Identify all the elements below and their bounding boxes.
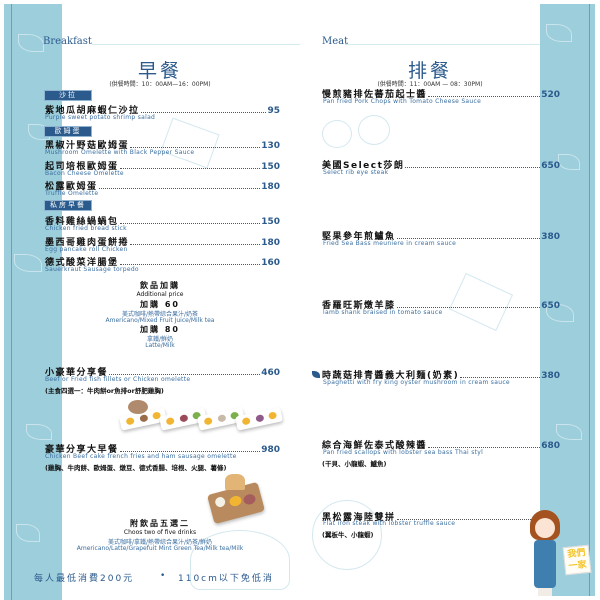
drinks-addon-title: 飲品加購 — [140, 281, 180, 290]
child-free-note: 110cm以下免低消 — [178, 574, 274, 584]
category-salad: 沙拉 — [44, 90, 92, 101]
menu-item: 墨西哥雞肉蛋餅捲 180 — [45, 238, 280, 248]
right-decor-strip — [540, 4, 595, 596]
menu-item-set: 豪華分享大早餐 980 — [45, 445, 280, 455]
shrimp-sketch — [312, 500, 382, 570]
section-label-meat: Meat — [322, 36, 349, 47]
leaf-icon — [312, 371, 320, 378]
menu-item: 時蔬菇排青醬義大利麵(奶素) 380 — [312, 368, 560, 381]
menu-item: 紫地瓜胡麻蝦仁沙拉 95 — [45, 106, 280, 116]
croissant-sketch — [190, 530, 290, 590]
menu-item: 香羅旺斯燉羊膝 650 — [322, 301, 560, 311]
mascot-illustration: 我們一家 — [528, 508, 598, 600]
menu-item: 綜合海鮮佐泰式酸辣醬 680 — [322, 441, 560, 451]
page-title-breakfast: 早餐 — [137, 60, 182, 82]
tomato-sketch — [358, 115, 390, 145]
page-title-meat: 排餐 — [407, 60, 452, 82]
mascot-sign: 我們一家 — [562, 544, 592, 576]
minimum-charge-note: 每人最低消費200元 — [34, 574, 135, 584]
menu-item-set: 小豪華分享餐 460 — [45, 368, 280, 378]
meat-hours: (供餐時間：11：00AM — 08：30PM) — [377, 81, 483, 88]
menu-item: 德式酸菜洋腸堡 160 — [45, 258, 280, 268]
menu-item: 慢煎豬排佐蕃茄起士醬 520 — [322, 90, 560, 100]
menu-item: 松露歐姆蛋 180 — [45, 182, 280, 192]
menu-item: 黑松露海陸雙拼 — [322, 510, 560, 523]
menu-item: 起司培根歐姆蛋 150 — [45, 162, 280, 172]
tomato-sketch — [322, 120, 352, 148]
category-house-breakfast: 私房早餐 — [44, 200, 92, 211]
menu-item: 香料雞絲蝸蝸包 150 — [45, 217, 280, 227]
category-omelette: 歐姆蛋 — [44, 126, 92, 137]
menu-item: 黑椒汁野菇歐姆蛋 130 — [45, 141, 280, 151]
menu-item: 堅果參年煎鱸魚 380 — [322, 232, 560, 242]
menu-item: 美國Select莎朗 650 — [322, 161, 560, 171]
section-label-breakfast: Breakfast — [43, 36, 92, 47]
breakfast-hours: (供餐時間：10：00AM—16：00PM) — [109, 81, 211, 88]
left-decor-strip — [4, 4, 62, 600]
